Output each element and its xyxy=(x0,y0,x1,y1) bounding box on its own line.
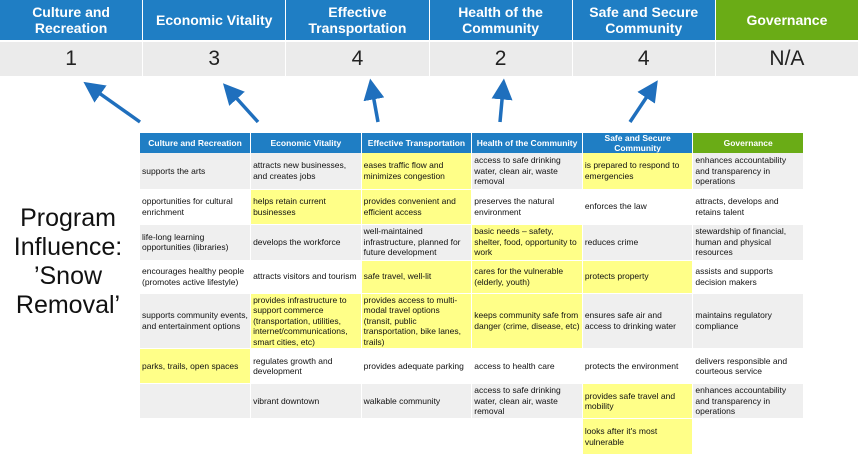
table-cell: protects the environment xyxy=(582,348,694,384)
arrow-icon xyxy=(363,78,385,123)
table-cell: access to health care xyxy=(471,348,583,384)
table-cell: cares for the vulnerable (elderly, youth… xyxy=(471,260,583,294)
table-cell: enforces the law xyxy=(582,189,694,225)
table-header: Health of the Community xyxy=(471,133,583,153)
table-cell: access to safe drinking water, clean air… xyxy=(471,153,583,190)
table-cell xyxy=(250,418,362,455)
table-cell: provides adequate parking xyxy=(361,348,473,384)
pillar-header: Culture and Recreation xyxy=(0,0,144,40)
table-cell: supports community events, and entertain… xyxy=(140,293,252,349)
pillar-summary: Culture and Recreation Economic Vitality E… xyxy=(0,0,859,76)
arrow-icon xyxy=(83,81,142,124)
table-cell: preserves the natural environment xyxy=(471,189,583,225)
pillar-header: Safe and Secure Community xyxy=(572,0,716,40)
table-header: Culture and Recreation xyxy=(140,133,252,153)
arrow-icon xyxy=(628,80,658,123)
table-cell: protects property xyxy=(582,260,694,294)
table-cell xyxy=(692,418,804,455)
pillar-score: 4 xyxy=(572,42,716,76)
program-influence-label: Program Influence: ’Snow Removal’ xyxy=(13,204,123,319)
table-cell: access to safe drinking water, clean air… xyxy=(471,383,583,419)
table-row: looks after it's most vulnerable xyxy=(140,418,804,455)
arrow-icon xyxy=(491,78,513,123)
table-cell xyxy=(140,383,252,419)
table-cell: maintains regulatory compliance xyxy=(692,293,804,349)
table-cell: develops the workforce xyxy=(250,224,362,261)
table-row: life-long learning opportunities (librar… xyxy=(140,224,804,261)
pillar-header: Economic Vitality xyxy=(143,0,287,40)
table-cell: provides infrastructure to support comme… xyxy=(250,293,362,349)
pillar-header: Health of the Community xyxy=(429,0,573,40)
table-row: opportunities for cultural enrichment hel… xyxy=(140,189,804,225)
table-row: supports community events, and entertain… xyxy=(140,293,804,349)
table-cell: supports the arts xyxy=(140,153,252,190)
pillar-score: 4 xyxy=(286,42,430,76)
table-cell: provides safe travel and mobility xyxy=(582,383,694,419)
table-header: Economic Vitality xyxy=(250,133,362,153)
table-cell: stewardship of financial, human and phys… xyxy=(692,224,804,261)
table-cell: delivers responsible and courteous servi… xyxy=(692,348,804,384)
table-cell: looks after it's most vulnerable xyxy=(582,418,694,455)
table-cell: keeps community safe from danger (crime,… xyxy=(471,293,583,349)
table-cell: encourages healthy people (promotes acti… xyxy=(140,260,252,294)
table-cell: enhances accountability and transparency… xyxy=(692,153,804,190)
table-cell: basic needs – safety, shelter, food, opp… xyxy=(471,224,583,261)
pillar-score: 2 xyxy=(429,42,573,76)
table-cell: attracts, develops and retains talent xyxy=(692,189,804,225)
table-cell: provides access to multi-modal travel op… xyxy=(361,293,473,349)
table-cell xyxy=(140,418,252,455)
table-cell: eases traffic flow and minimizes congest… xyxy=(361,153,473,190)
table-cell: well-maintained infrastructure, planned … xyxy=(361,224,473,261)
table-cell: regulates growth and development xyxy=(250,348,362,384)
pillar-header: Governance xyxy=(715,0,859,40)
table-cell: provides convenient and efficient access xyxy=(361,189,473,225)
table-cell: life-long learning opportunities (librar… xyxy=(140,224,252,261)
table-header: Governance xyxy=(692,133,804,153)
pillar-score: 1 xyxy=(0,42,144,76)
table-cell: reduces crime xyxy=(582,224,694,261)
table-cell: is prepared to respond to emergencies xyxy=(582,153,694,190)
arrow-icon xyxy=(222,83,260,124)
pillar-header: Effective Transportation xyxy=(286,0,430,40)
table-cell: parks, trails, open spaces xyxy=(140,348,252,384)
table-cell: safe travel, well-lit xyxy=(361,260,473,294)
table-row: vibrant downtown walkable community access… xyxy=(140,383,804,419)
table-cell: assists and supports decision makers xyxy=(692,260,804,294)
pillar-score: N/A xyxy=(715,42,859,76)
pillar-table: Culture and Recreation Economic Vitality E… xyxy=(140,133,804,455)
table-row: encourages healthy people (promotes acti… xyxy=(140,260,804,294)
table-cell: attracts new businesses, and creates job… xyxy=(250,153,362,190)
table-cell: ensures safe air and access to drinking … xyxy=(582,293,694,349)
pillar-score: 3 xyxy=(143,42,287,76)
table-row: parks, trails, open spaces regulates grow… xyxy=(140,348,804,384)
table-cell: enhances accountability and transparency… xyxy=(692,383,804,419)
table-cell xyxy=(361,418,473,455)
table-header: Safe and Secure Community xyxy=(582,133,694,153)
table-cell: helps retain current businesses xyxy=(250,189,362,225)
table-header: Effective Transportation xyxy=(361,133,473,153)
table-cell: walkable community xyxy=(361,383,473,419)
table-cell: opportunities for cultural enrichment xyxy=(140,189,252,225)
table-cell xyxy=(471,418,583,455)
table-cell: attracts visitors and tourism xyxy=(250,260,362,294)
table-row: supports the arts attracts new businesses… xyxy=(140,153,804,190)
arrows xyxy=(83,78,658,124)
table-cell: vibrant downtown xyxy=(250,383,362,419)
